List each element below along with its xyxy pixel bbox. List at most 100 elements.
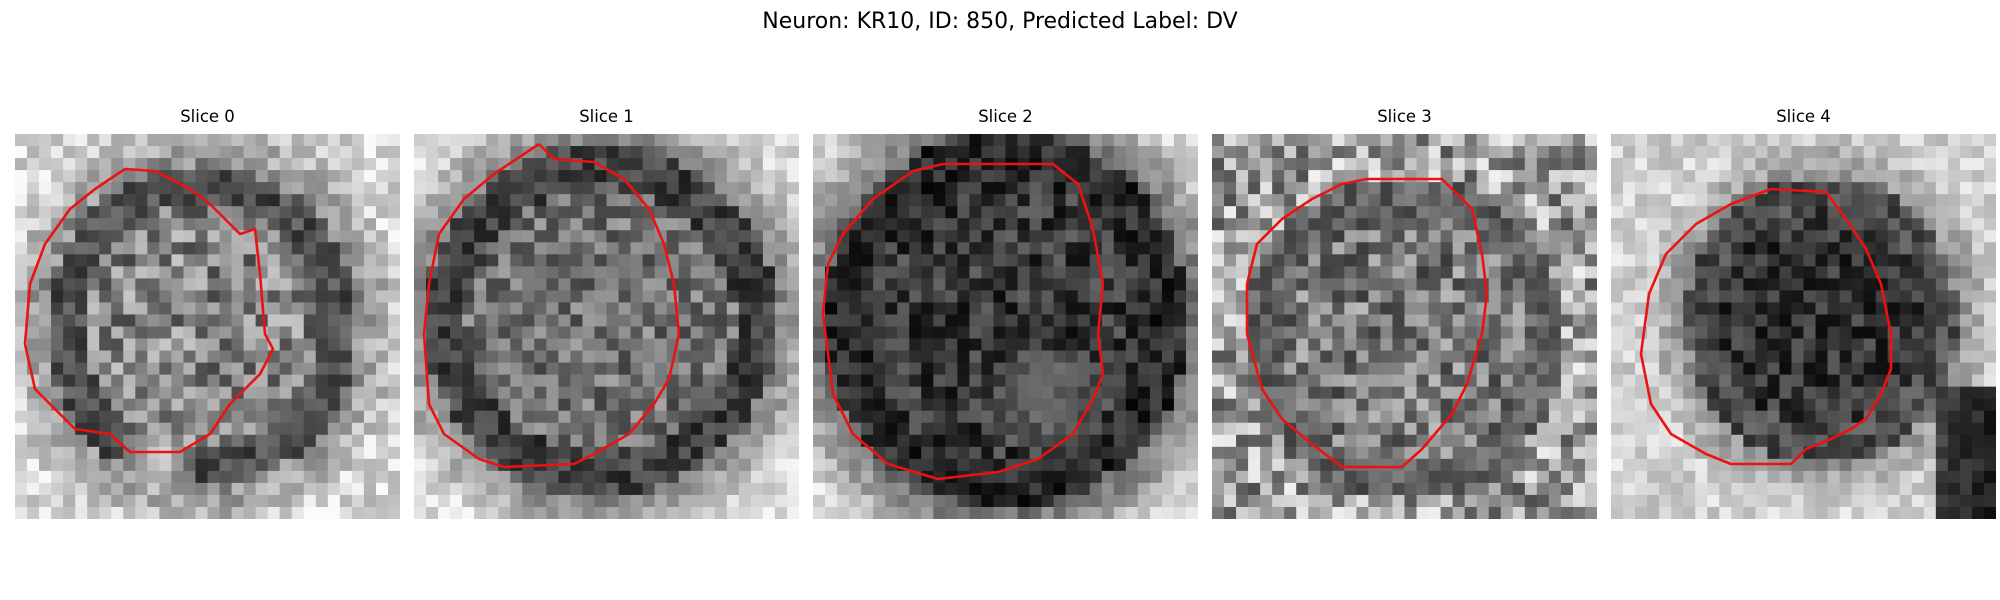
image-pixel (1731, 434, 1744, 448)
image-pixel (582, 386, 595, 400)
image-pixel (1149, 278, 1163, 291)
image-pixel (1476, 350, 1490, 363)
slice-panel-3: Slice 3 (1212, 107, 1597, 519)
image-pixel (1863, 362, 1877, 376)
image-pixel (1065, 398, 1079, 412)
image-pixel (630, 458, 643, 472)
image-pixel (1743, 266, 1756, 279)
image-pixel (195, 422, 208, 436)
image-pixel (1683, 350, 1696, 363)
image-pixel (606, 482, 619, 496)
image-pixel (630, 278, 643, 291)
image-pixel (111, 230, 124, 243)
image-pixel (945, 326, 958, 339)
image-pixel (1380, 470, 1393, 484)
image-pixel (1308, 290, 1321, 303)
image-pixel (1332, 506, 1345, 519)
image-pixel (1584, 302, 1597, 315)
image-pixel (135, 182, 148, 195)
image-pixel (1185, 398, 1198, 412)
slice-title-4: Slice 4 (1776, 107, 1831, 126)
image-pixel (1260, 242, 1273, 255)
image-pixel (1065, 482, 1079, 496)
image-pixel (219, 134, 232, 147)
image-pixel (1791, 230, 1804, 243)
image-pixel (1983, 422, 1996, 436)
image-pixel (414, 194, 427, 207)
image-pixel (1053, 410, 1067, 424)
image-pixel (786, 410, 799, 424)
image-pixel (147, 482, 160, 496)
image-pixel (171, 146, 184, 159)
image-pixel (1695, 242, 1708, 255)
image-pixel (51, 422, 64, 436)
image-pixel (546, 218, 559, 231)
image-pixel (243, 170, 257, 183)
image-pixel (303, 410, 317, 424)
image-pixel (183, 290, 196, 303)
image-pixel (1149, 338, 1163, 351)
image-pixel (1719, 278, 1732, 291)
image-pixel (594, 446, 607, 460)
image-pixel (678, 470, 692, 484)
image-pixel (111, 398, 124, 412)
image-pixel (957, 278, 970, 291)
image-pixel (1623, 146, 1636, 159)
image-pixel (438, 386, 451, 400)
image-pixel (315, 266, 329, 279)
image-pixel (1923, 422, 1937, 436)
image-pixel (993, 398, 1006, 412)
image-pixel (1089, 146, 1103, 159)
image-pixel (1356, 470, 1369, 484)
image-pixel (738, 182, 752, 195)
image-pixel (1428, 494, 1441, 508)
image-pixel (1500, 134, 1514, 147)
image-pixel (861, 338, 874, 351)
image-pixel (813, 434, 826, 448)
image-pixel (1464, 386, 1478, 400)
image-pixel (387, 422, 400, 436)
image-pixel (1611, 338, 1624, 351)
image-pixel (1695, 362, 1708, 376)
image-pixel (1077, 218, 1091, 231)
image-pixel (1623, 350, 1636, 363)
image-pixel (1404, 470, 1417, 484)
image-pixel (618, 278, 631, 291)
image-pixel (291, 290, 305, 303)
image-pixel (111, 422, 124, 436)
image-pixel (1548, 386, 1562, 400)
image-pixel (1731, 410, 1744, 424)
image-pixel (291, 470, 305, 484)
image-pixel (873, 230, 886, 243)
image-pixel (498, 278, 511, 291)
image-pixel (690, 194, 704, 207)
image-pixel (243, 446, 257, 460)
image-pixel (1332, 434, 1345, 448)
image-pixel (909, 326, 922, 339)
image-pixel (123, 338, 136, 351)
image-pixel (1683, 302, 1696, 315)
image-pixel (786, 506, 799, 519)
image-pixel (678, 218, 692, 231)
image-pixel (39, 326, 52, 339)
image-pixel (1524, 398, 1538, 412)
image-pixel (654, 506, 668, 519)
image-pixel (630, 242, 643, 255)
image-pixel (1623, 422, 1636, 436)
image-pixel (1584, 314, 1597, 327)
image-pixel (1416, 302, 1429, 315)
image-pixel (1137, 134, 1151, 147)
image-pixel (1065, 374, 1079, 388)
image-pixel (558, 302, 571, 315)
image-pixel (1707, 254, 1720, 267)
image-pixel (1755, 338, 1768, 351)
image-pixel (969, 506, 982, 519)
image-pixel (498, 194, 511, 207)
image-pixel (1380, 170, 1393, 183)
image-pixel (1212, 326, 1225, 339)
image-pixel (1404, 278, 1417, 291)
image-pixel (1236, 290, 1249, 303)
image-pixel (897, 182, 910, 195)
image-pixel (849, 302, 862, 315)
image-pixel (1959, 254, 1973, 267)
